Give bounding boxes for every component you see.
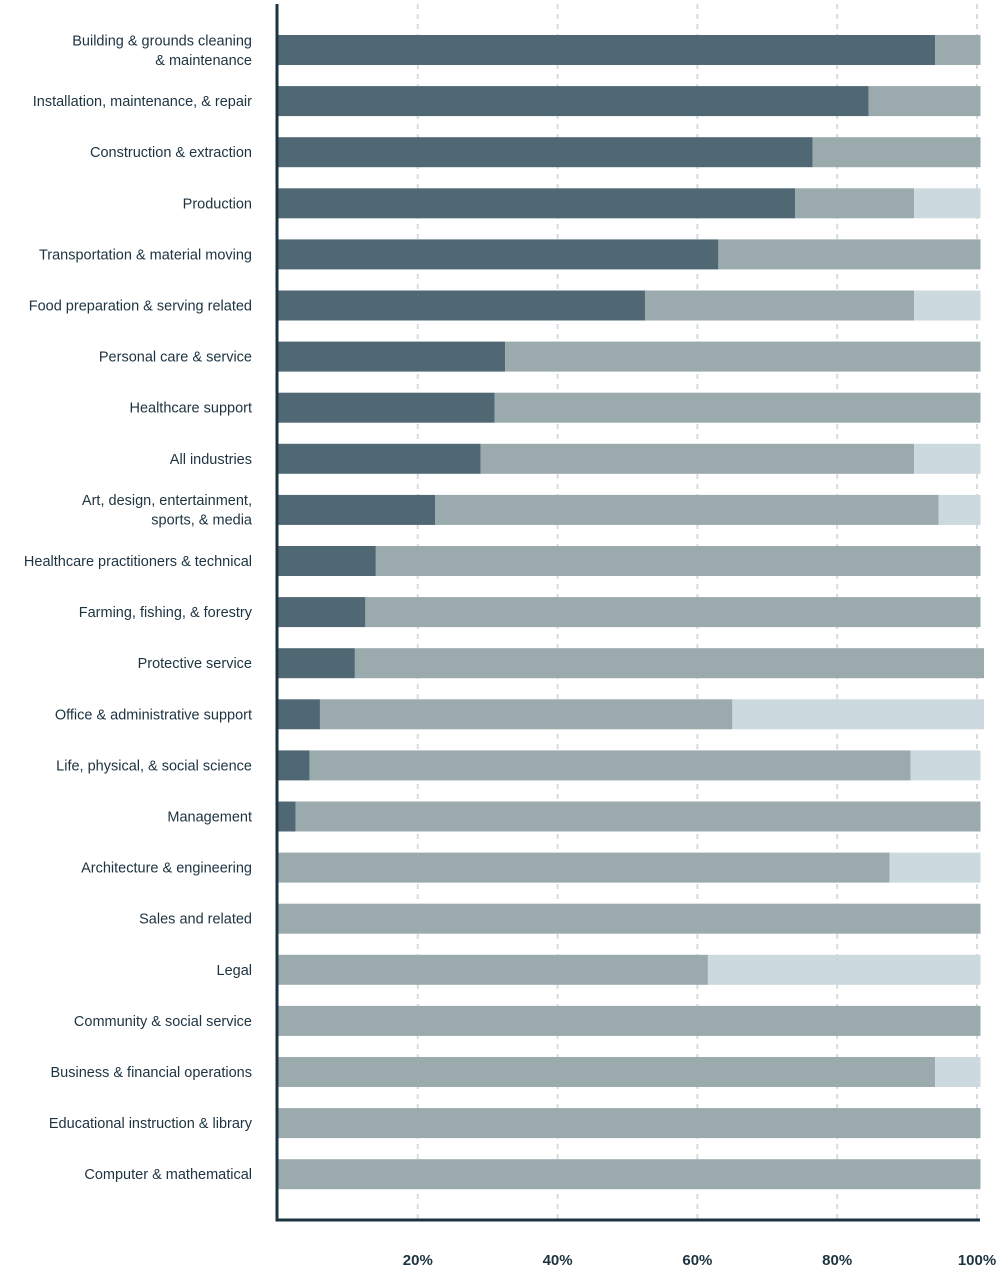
category-label: Farming, fishing, & forestry [79,605,253,621]
bar-segment-3-row-6 [914,290,981,321]
bar-segment-1-row-4 [278,188,796,219]
category-label: Construction & extraction [90,145,252,161]
bar-segment-3-row-19 [707,954,981,985]
bar-segment-2-row-13 [354,648,984,679]
category-label: Installation, maintenance, & repair [33,94,252,110]
bar-segment-1-row-8 [278,392,495,423]
bar-segment-2-row-8 [494,392,981,423]
category-label: Life, physical, & social science [56,758,252,774]
bar-segment-2-row-7 [505,341,981,372]
x-tick-label: 80% [822,1252,852,1269]
bar-segment-1-row-13 [278,648,355,679]
category-label: Protective service [138,656,252,672]
axes [275,4,980,1222]
bar-segment-2-row-2 [868,86,981,117]
bar-segment-3-row-21 [935,1057,981,1087]
category-label: Personal care & service [99,350,252,366]
x-tick-labels: 20% 40% 60% 80% 100% [403,1252,996,1269]
bar-segment-2-row-3 [812,137,981,168]
bar-segment-1-row-5 [278,239,719,270]
bar-segment-2-row-1 [935,35,981,65]
category-label: Legal [217,963,252,979]
category-label: Management [167,810,252,826]
bar-segment-1-row-1 [278,35,936,65]
bar-segment-2-row-6 [644,290,915,321]
category-label: Transportation & material moving [39,247,252,263]
category-label: Educational instruction & library [49,1116,253,1132]
bar-segment-3-row-4 [914,188,981,219]
category-label: Computer & mathematical [84,1167,252,1183]
category-label: Healthcare support [129,401,252,417]
bar-segment-3-row-10 [938,494,981,525]
category-label: Building & grounds cleaning & maintenance [72,33,252,69]
bar-segment-2-row-19 [278,954,708,985]
bar-segment-1-row-11 [278,546,376,576]
category-label: Office & administrative support [55,707,252,723]
bar-segment-2-row-16 [295,801,981,832]
x-tick-label: 40% [543,1252,573,1269]
bar-segment-1-row-7 [278,341,506,372]
bar-segment-2-row-4 [795,188,915,219]
bar-segment-1-row-15 [278,750,310,781]
bar-segment-2-row-5 [718,239,981,270]
x-tick-label: 100% [958,1252,996,1269]
category-labels: Building & grounds cleaning & maintenance… [24,33,253,1183]
category-label: Business & financial operations [50,1065,252,1081]
bar-segment-2-row-15 [309,750,911,781]
bar-segment-1-row-10 [278,494,436,525]
bar-segment-2-row-23 [278,1159,981,1190]
bar-segment-1-row-2 [278,86,869,117]
bar-segment-3-row-14 [732,699,984,730]
bar-segment-2-row-10 [435,494,939,525]
bar-segment-2-row-14 [319,699,733,730]
bar-segment-2-row-12 [365,597,981,628]
bar-segment-2-row-9 [480,443,915,474]
bar-segment-2-row-20 [278,1005,981,1036]
bars [278,35,984,1190]
category-label: Sales and related [139,912,252,928]
bar-segment-2-row-22 [278,1108,981,1139]
bar-segment-1-row-12 [278,597,366,628]
x-tick-label: 60% [682,1252,712,1269]
bar-segment-1-row-9 [278,443,481,474]
x-tick-label: 20% [403,1252,433,1269]
category-label: All industries [170,452,252,468]
bar-segment-1-row-3 [278,137,813,168]
bar-segment-1-row-16 [278,801,296,832]
bar-segment-2-row-21 [278,1057,936,1087]
category-label: Architecture & engineering [81,861,252,877]
category-label: Art, design, entertainment, sports, & med… [82,493,253,529]
category-label: Production [183,196,252,212]
bar-segment-3-row-9 [914,443,981,474]
bar-segment-2-row-11 [375,546,981,576]
category-label: Food preparation & serving related [29,299,252,315]
category-label: Healthcare practitioners & technical [24,554,252,570]
bar-segment-3-row-15 [910,750,981,781]
bar-segment-1-row-6 [278,290,645,321]
bar-segment-1-row-14 [278,699,320,730]
category-label: Community & social service [74,1014,252,1030]
bar-segment-2-row-18 [278,903,981,934]
bar-segment-3-row-17 [889,852,981,883]
bar-segment-2-row-17 [278,852,890,883]
